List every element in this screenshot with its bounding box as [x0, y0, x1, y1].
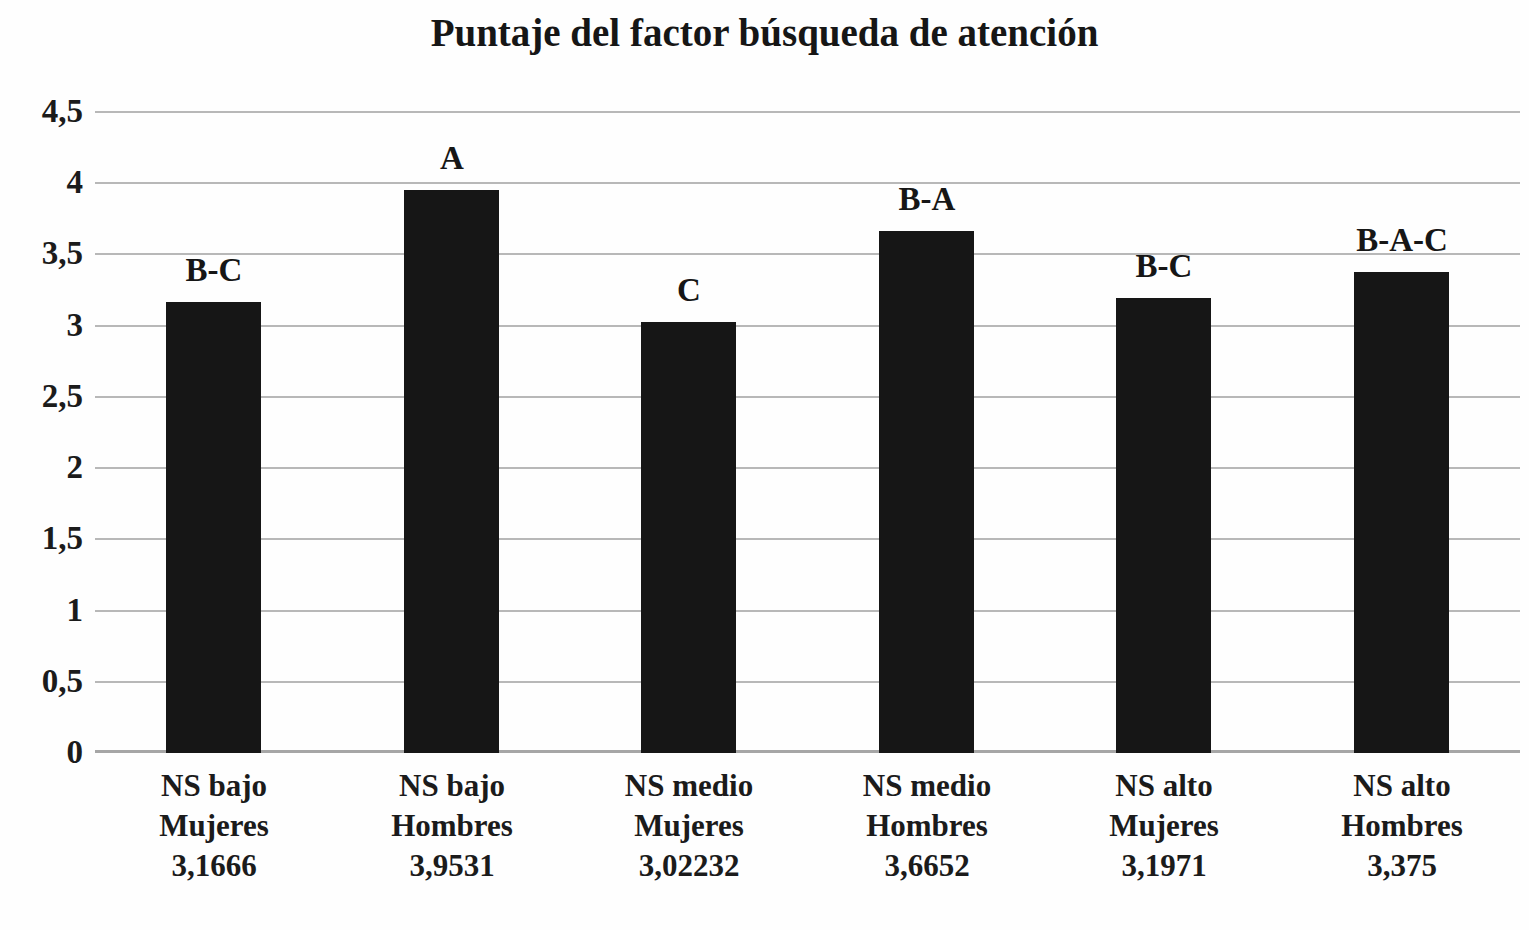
- x-label-value: 3,1666: [95, 846, 333, 886]
- gridline: [95, 325, 1520, 327]
- bar-ns-alto-hombres: [1354, 272, 1449, 753]
- x-label-value: 3,9531: [333, 846, 571, 886]
- x-label-ns-alto-mujeres: NS altoMujeres3,1971: [1045, 766, 1283, 886]
- plot-area: B-CACB-AB-CB-A-C: [95, 112, 1520, 753]
- gridline: [95, 681, 1520, 683]
- x-label-sex: Hombres: [1283, 806, 1521, 846]
- bar-annotation-ns-medio-hombres: B-A: [808, 181, 1046, 217]
- x-label-group: NS medio: [808, 766, 1046, 806]
- x-label-sex: Hombres: [333, 806, 571, 846]
- y-tick-label-2: 2: [0, 447, 83, 487]
- x-axis-baseline: [95, 750, 1520, 753]
- x-label-group: NS bajo: [333, 766, 571, 806]
- y-tick-label-3: 3: [0, 305, 83, 345]
- gridline: [95, 610, 1520, 612]
- bar-annotation-ns-medio-mujeres: C: [570, 272, 808, 308]
- bar-ns-medio-hombres: [879, 231, 974, 753]
- x-label-ns-medio-mujeres: NS medioMujeres3,02232: [570, 766, 808, 886]
- gridline: [95, 396, 1520, 398]
- bar-ns-medio-mujeres: [641, 322, 736, 753]
- bar-ns-bajo-mujeres: [166, 302, 261, 753]
- x-axis-labels: NS bajoMujeres3,1666NS bajoHombres3,9531…: [95, 766, 1520, 906]
- gridline: [95, 538, 1520, 540]
- gridline: [95, 111, 1520, 113]
- x-label-value: 3,1971: [1045, 846, 1283, 886]
- bar-annotation-ns-alto-mujeres: B-C: [1045, 248, 1283, 284]
- bar-ns-alto-mujeres: [1116, 298, 1211, 753]
- x-label-group: NS bajo: [95, 766, 333, 806]
- y-tick-label-0,5: 0,5: [0, 661, 83, 701]
- x-label-ns-alto-hombres: NS altoHombres3,375: [1283, 766, 1521, 886]
- x-label-sex: Mujeres: [570, 806, 808, 846]
- y-tick-label-4: 4: [0, 162, 83, 202]
- y-tick-label-2,5: 2,5: [0, 376, 83, 416]
- y-tick-label-1,5: 1,5: [0, 518, 83, 558]
- x-label-sex: Mujeres: [95, 806, 333, 846]
- x-label-value: 3,375: [1283, 846, 1521, 886]
- bar-annotation-ns-bajo-mujeres: B-C: [95, 252, 333, 288]
- x-label-sex: Mujeres: [1045, 806, 1283, 846]
- x-label-ns-bajo-hombres: NS bajoHombres3,9531: [333, 766, 571, 886]
- y-tick-label-4,5: 4,5: [0, 91, 83, 131]
- gridline: [95, 467, 1520, 469]
- y-tick-label-0: 0: [0, 732, 83, 772]
- x-label-ns-bajo-mujeres: NS bajoMujeres3,1666: [95, 766, 333, 886]
- x-label-sex: Hombres: [808, 806, 1046, 846]
- x-label-value: 3,6652: [808, 846, 1046, 886]
- y-tick-label-1: 1: [0, 590, 83, 630]
- y-axis-labels: 4,543,532,521,510,50: [0, 112, 83, 753]
- x-label-group: NS medio: [570, 766, 808, 806]
- chart-title: Puntaje del factor búsqueda de atención: [0, 10, 1529, 55]
- bar-annotation-ns-bajo-hombres: A: [333, 140, 571, 176]
- x-label-ns-medio-hombres: NS medioHombres3,6652: [808, 766, 1046, 886]
- x-label-value: 3,02232: [570, 846, 808, 886]
- bar-annotation-ns-alto-hombres: B-A-C: [1283, 222, 1521, 258]
- y-tick-label-3,5: 3,5: [0, 233, 83, 273]
- chart-figure: Puntaje del factor búsqueda de atención …: [0, 0, 1529, 930]
- bar-ns-bajo-hombres: [404, 190, 499, 753]
- x-label-group: NS alto: [1283, 766, 1521, 806]
- x-label-group: NS alto: [1045, 766, 1283, 806]
